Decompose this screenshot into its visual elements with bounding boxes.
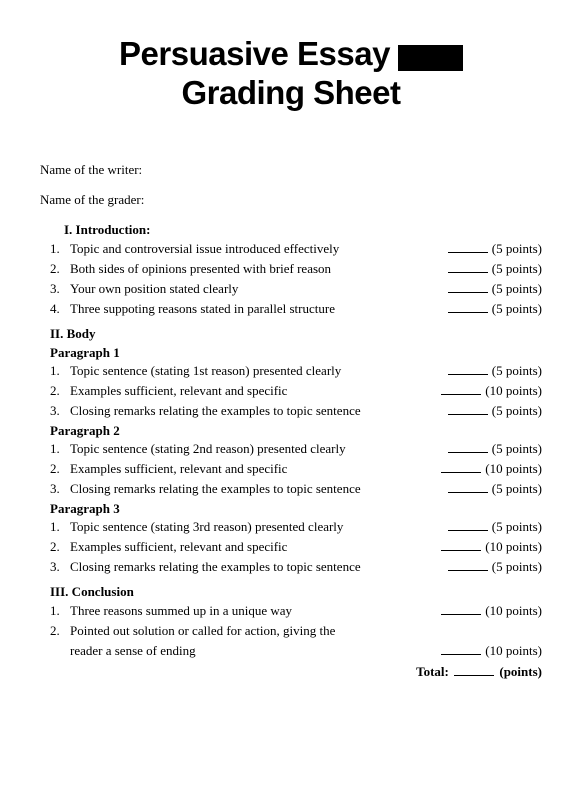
subheading-paragraph-1: Paragraph 1 [50, 345, 542, 361]
score-blank [441, 603, 481, 615]
rubric-item: 3.Closing remarks relating the examples … [50, 403, 542, 420]
name-grader-label: Name of the grader: [40, 192, 542, 208]
item-number: 1. [50, 519, 70, 535]
score-blank [448, 519, 488, 531]
rubric-item: 1.Topic sentence (stating 1st reason) pr… [50, 363, 542, 380]
rubric-item: 4.Three suppoting reasons stated in para… [50, 301, 542, 318]
item-text: Closing remarks relating the examples to… [70, 559, 448, 575]
item-number: 1. [50, 363, 70, 379]
score-blank [448, 363, 488, 375]
item-text: Pointed out solution or called for actio… [70, 623, 542, 639]
item-text: Both sides of opinions presented with br… [70, 261, 448, 277]
rubric-item: 1.Three reasons summed up in a unique wa… [50, 603, 542, 620]
item-number: 2. [50, 539, 70, 555]
score-blank [441, 383, 481, 395]
item-points: (10 points) [485, 461, 542, 477]
rubric-item: 2.Examples sufficient, relevant and spec… [50, 383, 542, 400]
total-row: Total: (points) [40, 664, 542, 680]
item-text: Closing remarks relating the examples to… [70, 481, 448, 497]
item-points: (10 points) [485, 383, 542, 399]
item-points: (5 points) [492, 241, 542, 257]
score-blank [448, 481, 488, 493]
item-text: Topic and controversial issue introduced… [70, 241, 448, 257]
item-text: reader a sense of ending [70, 643, 441, 659]
score-blank [448, 559, 488, 571]
item-number: 2. [50, 461, 70, 477]
item-points: (10 points) [485, 643, 542, 659]
rubric-item: 2.Examples sufficient, relevant and spec… [50, 539, 542, 556]
section-conclusion: III. Conclusion [50, 584, 542, 600]
item-points: (10 points) [485, 603, 542, 619]
rubric-content: I. Introduction: 1.Topic and controversi… [40, 222, 542, 680]
section-introduction: I. Introduction: [64, 222, 542, 238]
item-points: (5 points) [492, 281, 542, 297]
score-blank [441, 643, 481, 655]
item-text: Topic sentence (stating 2nd reason) pres… [70, 441, 448, 457]
rubric-item: 2.Both sides of opinions presented with … [50, 261, 542, 278]
item-points: (5 points) [492, 363, 542, 379]
item-number: 2. [50, 623, 70, 639]
item-points: (5 points) [492, 403, 542, 419]
redacted-box [398, 45, 463, 71]
score-blank [448, 281, 488, 293]
rubric-item: reader a sense of ending (10 points) [50, 643, 542, 660]
item-text: Three suppoting reasons stated in parall… [70, 301, 448, 317]
item-text: Examples sufficient, relevant and specif… [70, 461, 441, 477]
section-body: II. Body [50, 326, 542, 342]
item-text: Three reasons summed up in a unique way [70, 603, 441, 619]
item-text: Topic sentence (stating 3rd reason) pres… [70, 519, 448, 535]
item-text: Topic sentence (stating 1st reason) pres… [70, 363, 448, 379]
item-text: Examples sufficient, relevant and specif… [70, 539, 441, 555]
item-text: Closing remarks relating the examples to… [70, 403, 448, 419]
item-number: 4. [50, 301, 70, 317]
score-blank [441, 461, 481, 473]
item-number: 2. [50, 261, 70, 277]
item-number: 2. [50, 383, 70, 399]
title-text-2: Grading Sheet [40, 74, 542, 112]
title-text-1: Persuasive Essay [119, 35, 390, 73]
item-number: 1. [50, 241, 70, 257]
item-points: (5 points) [492, 301, 542, 317]
item-number: 1. [50, 603, 70, 619]
rubric-item: 1.Topic sentence (stating 3rd reason) pr… [50, 519, 542, 536]
item-points: (5 points) [492, 519, 542, 535]
score-blank [448, 441, 488, 453]
subheading-paragraph-3: Paragraph 3 [50, 501, 542, 517]
item-points: (5 points) [492, 261, 542, 277]
item-number: 3. [50, 481, 70, 497]
total-unit: (points) [499, 664, 542, 679]
score-blank [441, 539, 481, 551]
rubric-item: 2.Examples sufficient, relevant and spec… [50, 461, 542, 478]
rubric-item: 3.Your own position stated clearly (5 poi… [50, 281, 542, 298]
title-line-1: Persuasive Essay [40, 35, 542, 74]
rubric-item: 3.Closing remarks relating the examples … [50, 559, 542, 576]
item-text: Your own position stated clearly [70, 281, 448, 297]
subheading-paragraph-2: Paragraph 2 [50, 423, 542, 439]
total-label: Total: [416, 664, 449, 679]
item-points: (5 points) [492, 441, 542, 457]
item-number: 3. [50, 403, 70, 419]
score-blank [448, 403, 488, 415]
item-points: (5 points) [492, 481, 542, 497]
total-blank [454, 664, 494, 676]
item-text: Examples sufficient, relevant and specif… [70, 383, 441, 399]
item-points: (10 points) [485, 539, 542, 555]
item-number: 3. [50, 281, 70, 297]
name-writer-label: Name of the writer: [40, 162, 542, 178]
rubric-item: 3.Closing remarks relating the examples … [50, 481, 542, 498]
rubric-item: 1.Topic and controversial issue introduc… [50, 241, 542, 258]
rubric-item: 2.Pointed out solution or called for act… [50, 623, 542, 640]
item-number: 3. [50, 559, 70, 575]
score-blank [448, 261, 488, 273]
rubric-item: 1.Topic sentence (stating 2nd reason) pr… [50, 441, 542, 458]
score-blank [448, 241, 488, 253]
score-blank [448, 301, 488, 313]
title-block: Persuasive Essay Grading Sheet [40, 35, 542, 112]
item-number: 1. [50, 441, 70, 457]
item-points: (5 points) [492, 559, 542, 575]
